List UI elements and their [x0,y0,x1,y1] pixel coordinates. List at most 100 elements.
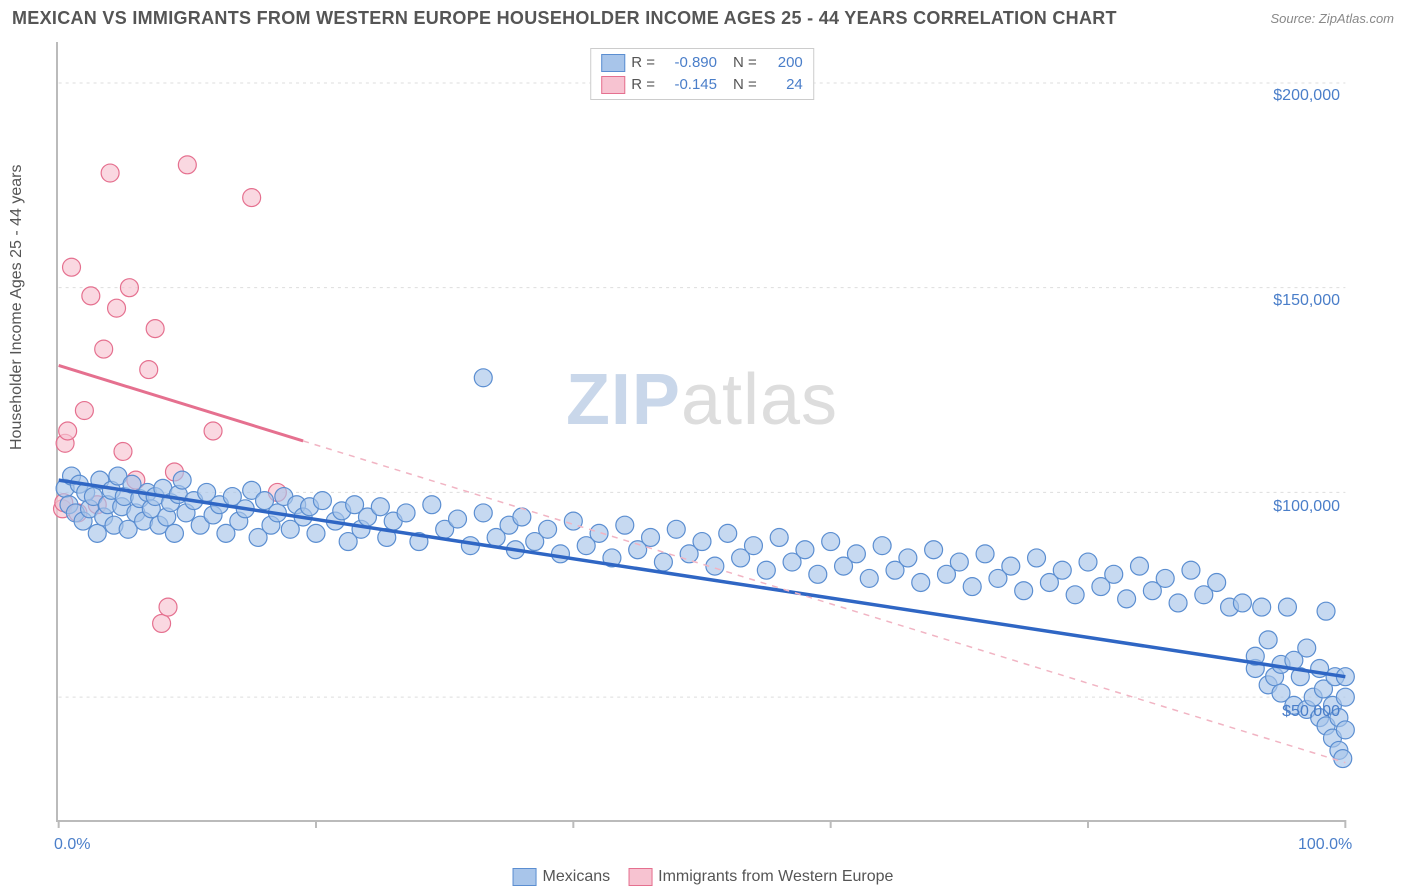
scatter-plot [58,42,1346,820]
mexicans-point [847,545,865,563]
mexicans-point [1334,750,1352,768]
western-europe-point [159,598,177,616]
mexicans-point [873,537,891,555]
y-axis-label: Householder Income Ages 25 - 44 years [8,165,26,451]
legend-item: Mexicans [513,868,611,886]
r-value: -0.145 [661,74,717,96]
mexicans-point [1066,586,1084,604]
legend-label: Mexicans [543,868,611,886]
y-tick-label: $100,000 [1273,498,1340,516]
western-europe-point [63,258,81,276]
y-tick-label: $150,000 [1273,292,1340,310]
mexicans-point [474,369,492,387]
mexicans-point [539,520,557,538]
mexicans-point [423,496,441,514]
mexicans-point [1336,721,1354,739]
mexicans-point [313,492,331,510]
mexicans-point [693,533,711,551]
western-europe-point [59,422,77,440]
mexicans-point [1015,582,1033,600]
legend-row: R =-0.890N =200 [601,52,803,74]
chart-area: ZIPatlas R =-0.890N =200R =-0.145N =24 $… [56,42,1346,822]
western-europe-point [140,361,158,379]
mexicans-point [744,537,762,555]
western-europe-point [120,279,138,297]
mexicans-point [860,569,878,587]
mexicans-point [371,498,389,516]
western-europe-point [178,156,196,174]
n-value: 24 [763,74,803,96]
mexicans-point [667,520,685,538]
mexicans-point [809,565,827,583]
western-europe-point [153,614,171,632]
correlation-legend: R =-0.890N =200R =-0.145N =24 [590,48,814,100]
mexicans-point [513,508,531,526]
r-label: R = [631,52,655,74]
mexicans-point [307,524,325,542]
n-value: 200 [763,52,803,74]
mexicans-point [950,553,968,571]
western-europe-point [95,340,113,358]
mexicans-point [173,471,191,489]
mexicans-point [976,545,994,563]
western-europe-point [204,422,222,440]
mexicans-point [642,528,660,546]
western-europe-point [101,164,119,182]
mexicans-point [590,524,608,542]
mexicans-point [165,524,183,542]
mexicans-point [1208,574,1226,592]
mexicans-point [1156,569,1174,587]
mexicans-point [963,578,981,596]
series-legend: Mexicans Immigrants from Western Europe [513,868,894,886]
mexicans-point [654,553,672,571]
n-label: N = [733,74,757,96]
source-label: Source: ZipAtlas.com [1270,11,1394,26]
western-europe-point [243,189,261,207]
mexicans-point [1118,590,1136,608]
y-tick-label: $200,000 [1273,87,1340,105]
western-europe-point [114,442,132,460]
mexicans-point [1233,594,1251,612]
mexicans-point [88,524,106,542]
western-europe-trendline [59,365,303,440]
legend-item: Immigrants from Western Europe [628,868,893,886]
mexicans-point [1182,561,1200,579]
mexicans-point [1130,557,1148,575]
mexicans-point [1105,565,1123,583]
western-europe-point [75,402,93,420]
mexicans-point [770,528,788,546]
mexicans-point [1259,631,1277,649]
chart-title: MEXICAN VS IMMIGRANTS FROM WESTERN EUROP… [12,8,1117,29]
mexicans-point [899,549,917,567]
r-label: R = [631,74,655,96]
mexicans-point [564,512,582,530]
mexicans-point [822,533,840,551]
western-europe-point [146,320,164,338]
legend-swatch [601,76,625,94]
mexicans-point [796,541,814,559]
mexicans-point [1028,549,1046,567]
legend-label: Immigrants from Western Europe [658,868,893,886]
mexicans-point [1278,598,1296,616]
x-tick-label: 100.0% [1298,836,1352,854]
x-tick-label: 0.0% [54,836,90,854]
n-label: N = [733,52,757,74]
mexicans-point [551,545,569,563]
mexicans-point [449,510,467,528]
mexicans-point [1079,553,1097,571]
western-europe-point [82,287,100,305]
western-europe-trendline-extrapolated [303,441,1345,763]
mexicans-point [757,561,775,579]
y-tick-label: $50,000 [1282,703,1340,721]
western-europe-point [108,299,126,317]
mexicans-point [1253,598,1271,616]
legend-swatch [628,868,652,886]
mexicans-point [474,504,492,522]
mexicans-trendline [59,480,1346,677]
legend-swatch [601,54,625,72]
mexicans-point [1002,557,1020,575]
mexicans-point [1169,594,1187,612]
legend-swatch [513,868,537,886]
mexicans-point [1317,602,1335,620]
legend-row: R = -0.145 N = 24 [601,74,803,96]
